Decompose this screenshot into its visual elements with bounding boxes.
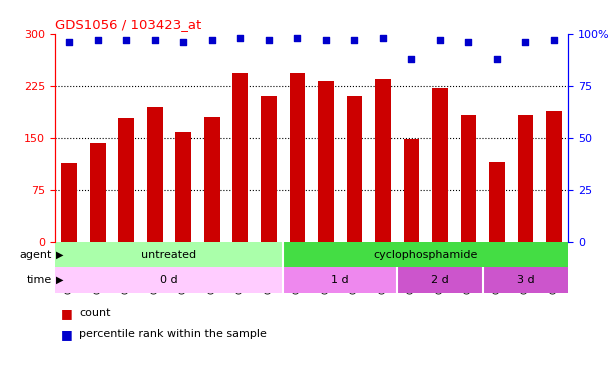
Bar bbox=[318, 81, 334, 242]
Bar bbox=[346, 96, 362, 242]
Text: count: count bbox=[79, 309, 111, 318]
Bar bbox=[55, 267, 283, 293]
Bar bbox=[546, 111, 562, 242]
Bar bbox=[119, 118, 134, 242]
Text: untreated: untreated bbox=[142, 250, 197, 259]
Bar bbox=[283, 267, 397, 293]
Point bbox=[378, 35, 388, 41]
Bar bbox=[232, 73, 248, 242]
Bar bbox=[432, 88, 448, 242]
Bar bbox=[403, 139, 419, 242]
Text: agent: agent bbox=[20, 250, 52, 259]
Bar bbox=[397, 267, 483, 293]
Point bbox=[349, 37, 359, 43]
Bar bbox=[175, 132, 191, 242]
Point bbox=[549, 37, 559, 43]
Bar bbox=[375, 79, 391, 242]
Text: 3 d: 3 d bbox=[517, 275, 534, 285]
Point bbox=[93, 37, 103, 43]
Point bbox=[492, 56, 502, 62]
Bar bbox=[147, 106, 163, 242]
Bar bbox=[283, 242, 568, 267]
Bar bbox=[461, 115, 477, 242]
Point bbox=[293, 35, 302, 41]
Bar bbox=[261, 96, 277, 242]
Text: 1 d: 1 d bbox=[331, 275, 349, 285]
Bar bbox=[61, 164, 77, 242]
Text: GDS1056 / 103423_at: GDS1056 / 103423_at bbox=[55, 18, 201, 31]
Bar bbox=[518, 115, 533, 242]
Bar bbox=[90, 142, 106, 242]
Point bbox=[64, 39, 74, 45]
Text: time: time bbox=[27, 275, 52, 285]
Point bbox=[406, 56, 416, 62]
Point bbox=[178, 39, 188, 45]
Point bbox=[321, 37, 331, 43]
Point bbox=[464, 39, 474, 45]
Text: ▶: ▶ bbox=[56, 275, 64, 285]
Bar bbox=[489, 162, 505, 242]
Bar bbox=[483, 267, 568, 293]
Text: 2 d: 2 d bbox=[431, 275, 449, 285]
Text: ■: ■ bbox=[61, 328, 73, 340]
Point bbox=[435, 37, 445, 43]
Text: 0 d: 0 d bbox=[160, 275, 178, 285]
Point bbox=[264, 37, 274, 43]
Text: percentile rank within the sample: percentile rank within the sample bbox=[79, 329, 267, 339]
Point bbox=[207, 37, 217, 43]
Text: cyclophosphamide: cyclophosphamide bbox=[373, 250, 478, 259]
Bar bbox=[290, 73, 306, 242]
Bar bbox=[55, 242, 283, 267]
Point bbox=[235, 35, 245, 41]
Bar bbox=[204, 117, 219, 242]
Point bbox=[122, 37, 131, 43]
Point bbox=[150, 37, 159, 43]
Point bbox=[521, 39, 530, 45]
Text: ■: ■ bbox=[61, 307, 73, 320]
Text: ▶: ▶ bbox=[56, 250, 64, 259]
